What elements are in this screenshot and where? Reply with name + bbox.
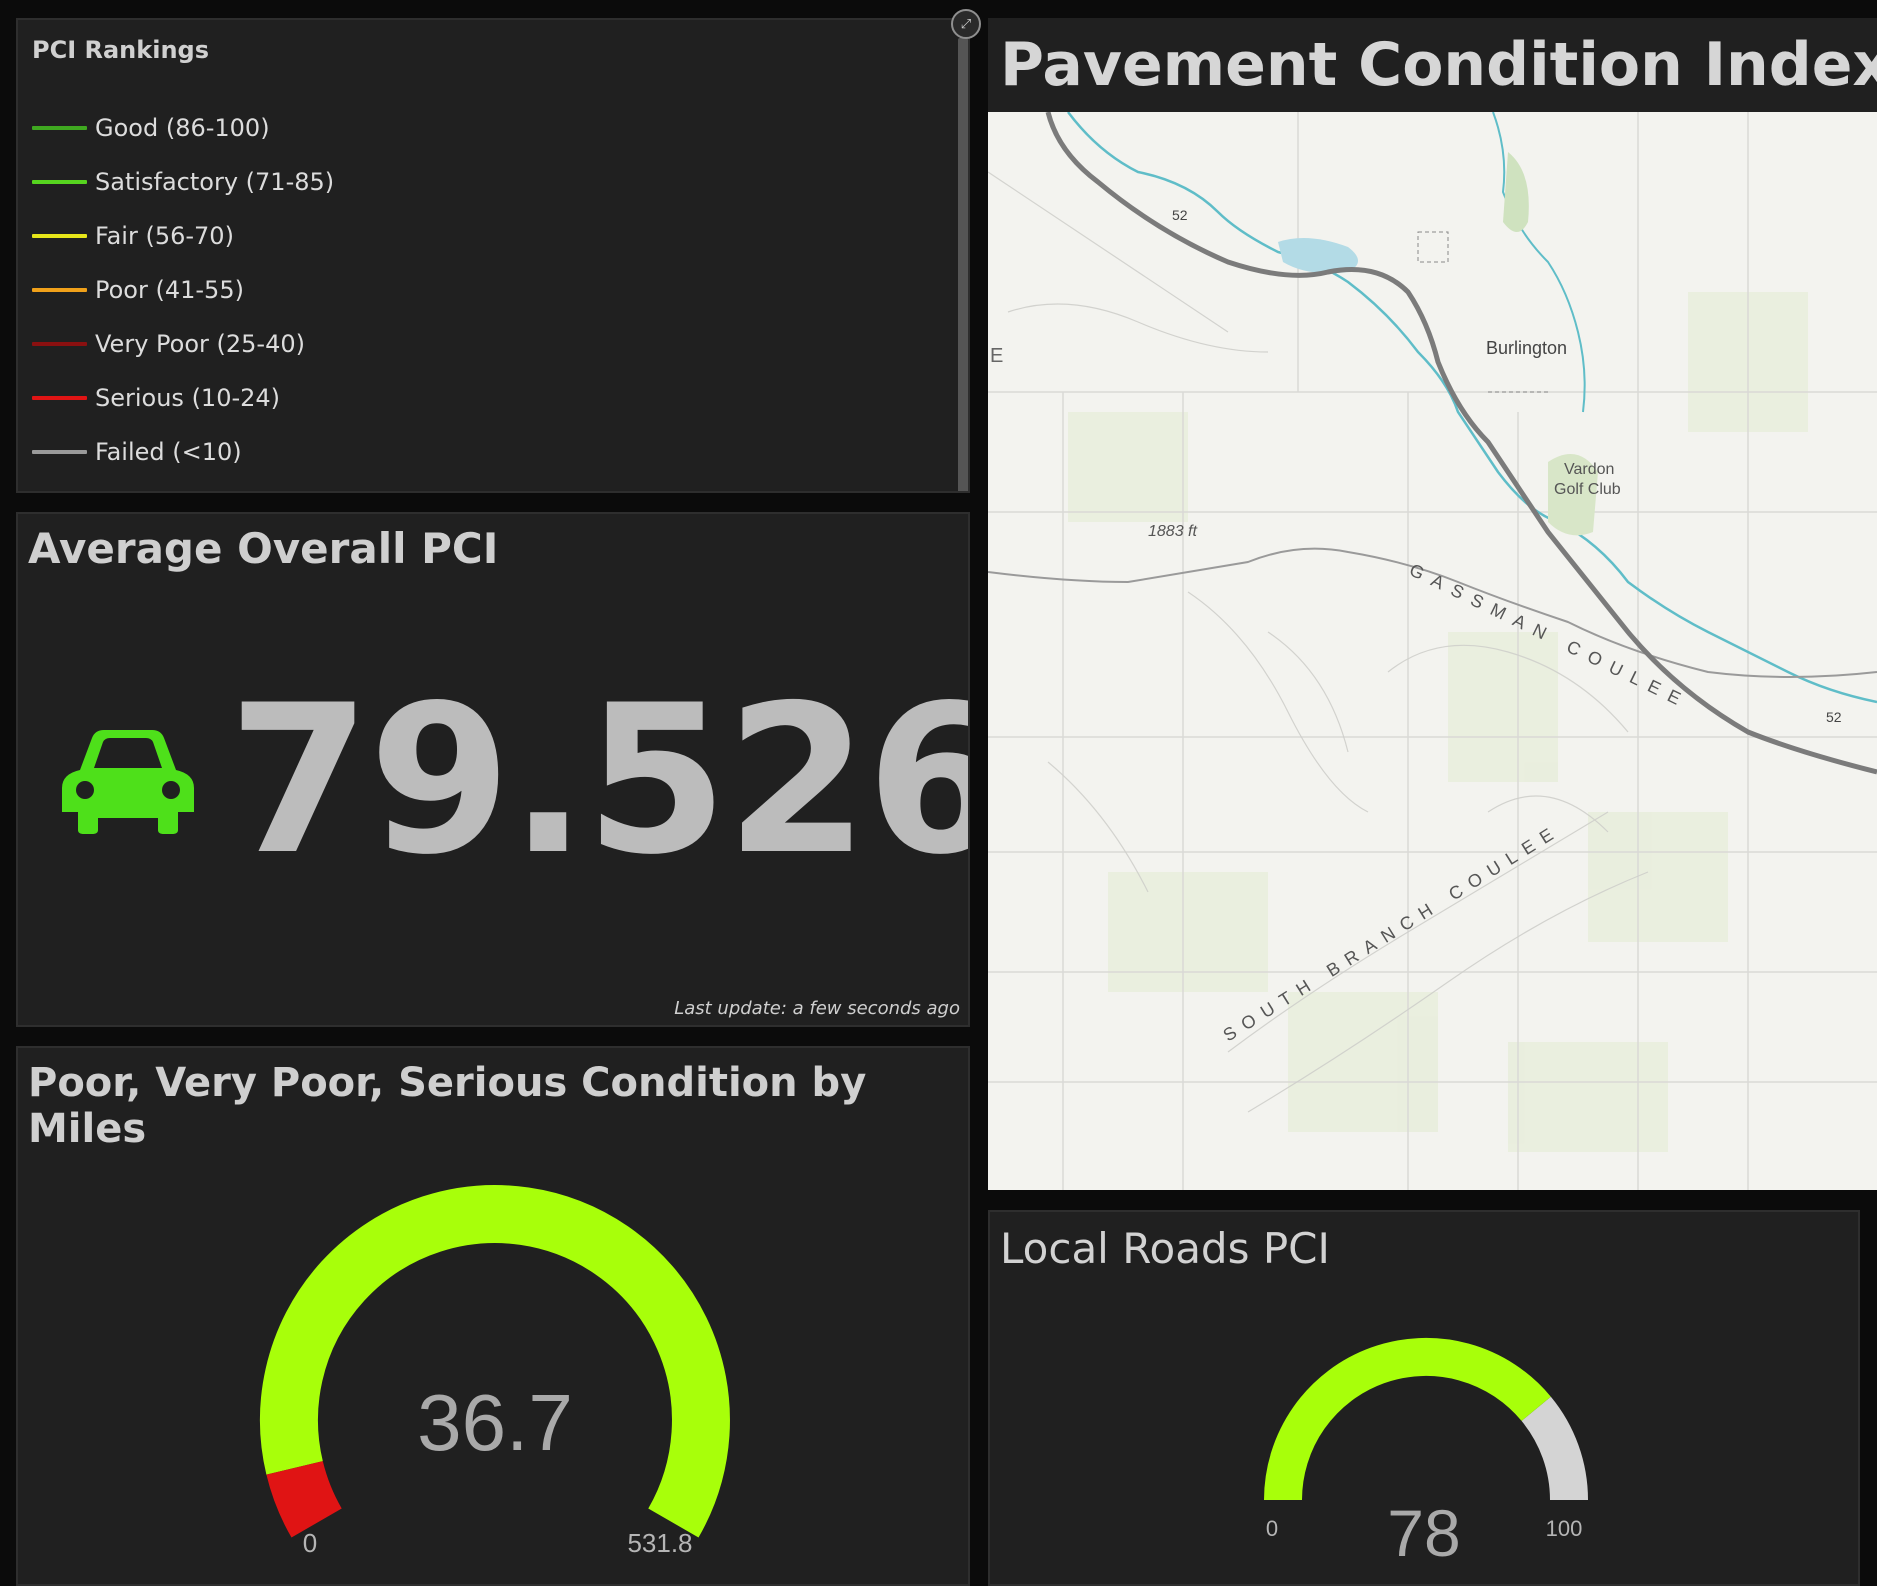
miles-gauge-value: 36.7 bbox=[417, 1378, 573, 1467]
local-gauge-max-label: 100 bbox=[1546, 1516, 1583, 1541]
legend-swatch-serious bbox=[32, 396, 87, 400]
map-label-route-east: 52 bbox=[1826, 709, 1842, 725]
legend-swatch-fair bbox=[32, 234, 87, 238]
legend-swatch-very-poor bbox=[32, 342, 87, 346]
local-gauge-track bbox=[1521, 1396, 1589, 1501]
local-gauge-min-label: 0 bbox=[1266, 1516, 1278, 1541]
legend-label-poor: Poor (41-55) bbox=[95, 276, 244, 304]
local-roads-panel: Local Roads PCI 78 0 100 bbox=[988, 1210, 1860, 1586]
legend-swatch-satisfactory bbox=[32, 180, 87, 184]
legend-label-very-poor: Very Poor (25-40) bbox=[95, 330, 305, 358]
miles-gauge-title: Poor, Very Poor, Serious Condition by Mi… bbox=[28, 1060, 867, 1152]
highway-52 bbox=[1045, 112, 1877, 775]
average-pci-panel: Average Overall PCI 79.526 Last update: … bbox=[16, 512, 970, 1027]
local-gauge-value: 78 bbox=[1387, 1496, 1460, 1570]
local-gauge-fill bbox=[1264, 1337, 1551, 1501]
map-title: Pavement Condition Index Ratin bbox=[1000, 30, 1877, 100]
legend-label-failed: Failed (<10) bbox=[95, 438, 242, 466]
legend-swatch-good bbox=[32, 126, 87, 130]
legend-item-satisfactory: Satisfactory (71-85) bbox=[32, 162, 334, 202]
legend-item-good: Good (86-100) bbox=[32, 108, 270, 148]
river bbox=[1067, 112, 1877, 704]
legend-swatch-poor bbox=[32, 288, 87, 292]
legend-item-fair: Fair (56-70) bbox=[32, 216, 234, 256]
map-label-elevation: 1883 ft bbox=[1148, 523, 1197, 540]
legend-label-serious: Serious (10-24) bbox=[95, 384, 281, 412]
map-label-route: 52 bbox=[1172, 207, 1188, 223]
map-label-edge: E bbox=[990, 345, 1003, 367]
miles-gauge-panel: Poor, Very Poor, Serious Condition by Mi… bbox=[16, 1046, 970, 1586]
map-label-burlington: Burlington bbox=[1486, 338, 1567, 358]
average-pci-title: Average Overall PCI bbox=[28, 524, 499, 573]
miles-gauge-track bbox=[259, 1185, 730, 1538]
legend-item-serious: Serious (10-24) bbox=[32, 378, 280, 418]
miles-gauge-min-label: 0 bbox=[303, 1528, 317, 1558]
legend-label-fair: Fair (56-70) bbox=[95, 222, 234, 250]
map-label-golf-line2: Golf Club bbox=[1554, 481, 1621, 498]
miles-gauge-fill bbox=[266, 1460, 343, 1538]
legend-title: PCI Rankings bbox=[32, 36, 209, 64]
legend-label-good: Good (86-100) bbox=[95, 114, 270, 142]
legend-item-very-poor: Very Poor (25-40) bbox=[32, 324, 305, 364]
legend-scrollbar[interactable] bbox=[958, 38, 968, 491]
expand-icon[interactable]: ⤢ bbox=[951, 9, 981, 39]
map-title-bar: Pavement Condition Index Ratin bbox=[988, 18, 1877, 112]
local-roads-gauge: 78 0 100 bbox=[1264, 1337, 1589, 1570]
miles-gauge: 36.7 0 531.8 bbox=[259, 1185, 730, 1558]
legend-panel: PCI Rankings Good (86-100) Satisfactory … bbox=[16, 18, 970, 493]
legend-item-failed: Failed (<10) bbox=[32, 432, 242, 472]
legend-item-poor: Poor (41-55) bbox=[32, 270, 244, 310]
legend-swatch-failed bbox=[32, 450, 87, 454]
average-pci-value: 79.526 bbox=[228, 662, 970, 900]
map-view[interactable]: 52 52 Burlington Vardon Golf Club 1883 f… bbox=[988, 112, 1877, 1190]
car-icon bbox=[62, 730, 194, 834]
basemap[interactable]: 52 52 Burlington Vardon Golf Club 1883 f… bbox=[988, 112, 1877, 1190]
last-update-text: Last update: a few seconds ago bbox=[674, 998, 960, 1019]
local-roads-title: Local Roads PCI bbox=[1000, 1224, 1330, 1273]
miles-gauge-max-label: 531.8 bbox=[627, 1528, 692, 1558]
legend-label-satisfactory: Satisfactory (71-85) bbox=[95, 168, 335, 196]
map-label-golf-line1: Vardon bbox=[1564, 461, 1614, 478]
